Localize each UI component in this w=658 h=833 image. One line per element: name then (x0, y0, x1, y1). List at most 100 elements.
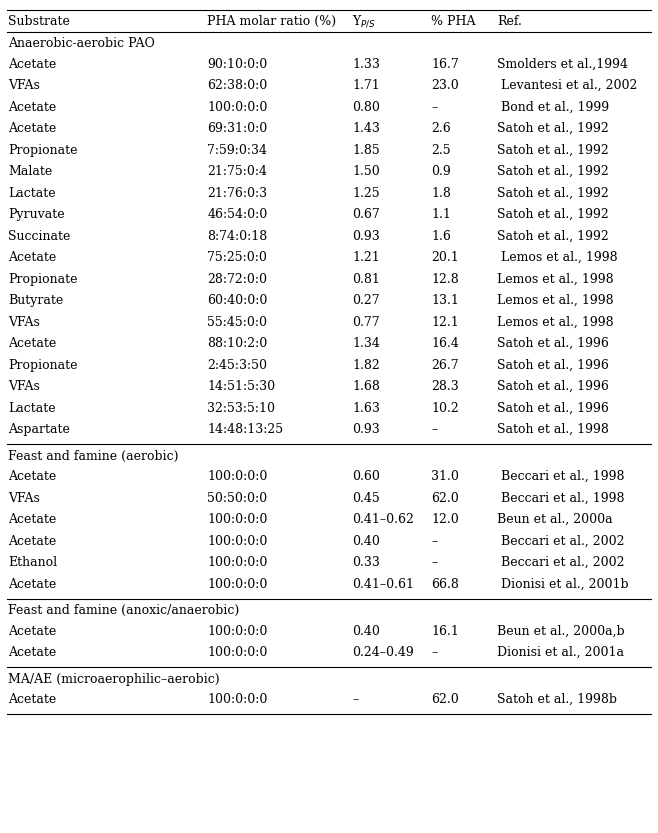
Text: Propionate: Propionate (8, 144, 78, 157)
Text: Acetate: Acetate (8, 122, 56, 135)
Text: 0.45: 0.45 (352, 491, 380, 505)
Text: Satoh et al., 1992: Satoh et al., 1992 (497, 165, 609, 178)
Text: 2.6: 2.6 (431, 122, 451, 135)
Text: –: – (431, 101, 437, 114)
Text: Ref.: Ref. (497, 14, 522, 27)
Text: 100:0:0:0: 100:0:0:0 (207, 513, 268, 526)
Text: Aspartate: Aspartate (8, 423, 70, 436)
Text: 55:45:0:0: 55:45:0:0 (207, 316, 267, 329)
Text: 0.60: 0.60 (352, 471, 380, 483)
Text: Lemos et al., 1998: Lemos et al., 1998 (497, 252, 617, 264)
Text: 0.40: 0.40 (352, 625, 380, 638)
Text: VFAs: VFAs (8, 316, 39, 329)
Text: Acetate: Acetate (8, 625, 56, 638)
Text: 0.27: 0.27 (352, 294, 380, 307)
Text: 0.24–0.49: 0.24–0.49 (352, 646, 414, 659)
Text: Dionisi et al., 2001b: Dionisi et al., 2001b (497, 578, 628, 591)
Text: 0.81: 0.81 (352, 272, 380, 286)
Text: Beccari et al., 1998: Beccari et al., 1998 (497, 491, 624, 505)
Text: 2.5: 2.5 (431, 144, 451, 157)
Text: 100:0:0:0: 100:0:0:0 (207, 471, 268, 483)
Text: 16.1: 16.1 (431, 625, 459, 638)
Text: PHA molar ratio (%): PHA molar ratio (%) (207, 14, 336, 27)
Text: 100:0:0:0: 100:0:0:0 (207, 646, 268, 659)
Text: 14:48:13:25: 14:48:13:25 (207, 423, 284, 436)
Text: Lactate: Lactate (8, 187, 55, 200)
Text: 0.41–0.62: 0.41–0.62 (352, 513, 414, 526)
Text: 32:53:5:10: 32:53:5:10 (207, 402, 275, 415)
Text: 62:38:0:0: 62:38:0:0 (207, 79, 268, 92)
Text: 14:51:5:30: 14:51:5:30 (207, 380, 276, 393)
Text: 69:31:0:0: 69:31:0:0 (207, 122, 268, 135)
Text: 1.6: 1.6 (431, 230, 451, 242)
Text: VFAs: VFAs (8, 79, 39, 92)
Text: 75:25:0:0: 75:25:0:0 (207, 252, 267, 264)
Text: Acetate: Acetate (8, 578, 56, 591)
Text: 12.1: 12.1 (431, 316, 459, 329)
Text: 62.0: 62.0 (431, 491, 459, 505)
Text: 1.82: 1.82 (352, 359, 380, 372)
Text: 88:10:2:0: 88:10:2:0 (207, 337, 268, 350)
Text: Malate: Malate (8, 165, 52, 178)
Text: Anaerobic-aerobic PAO: Anaerobic-aerobic PAO (8, 37, 155, 50)
Text: 100:0:0:0: 100:0:0:0 (207, 556, 268, 569)
Text: MA/AE (microaerophilic–aerobic): MA/AE (microaerophilic–aerobic) (8, 673, 220, 686)
Text: 20.1: 20.1 (431, 252, 459, 264)
Text: Feast and famine (aerobic): Feast and famine (aerobic) (8, 450, 178, 463)
Text: Lemos et al., 1998: Lemos et al., 1998 (497, 272, 613, 286)
Text: 100:0:0:0: 100:0:0:0 (207, 101, 268, 114)
Text: Satoh et al., 1996: Satoh et al., 1996 (497, 337, 609, 350)
Text: Satoh et al., 1992: Satoh et al., 1992 (497, 122, 609, 135)
Text: Bond et al., 1999: Bond et al., 1999 (497, 101, 609, 114)
Text: Satoh et al., 1992: Satoh et al., 1992 (497, 187, 609, 200)
Text: 1.34: 1.34 (352, 337, 380, 350)
Text: 23.0: 23.0 (431, 79, 459, 92)
Text: Satoh et al., 1996: Satoh et al., 1996 (497, 402, 609, 415)
Text: 46:54:0:0: 46:54:0:0 (207, 208, 268, 222)
Text: Lemos et al., 1998: Lemos et al., 1998 (497, 316, 613, 329)
Text: Propionate: Propionate (8, 359, 78, 372)
Text: 13.1: 13.1 (431, 294, 459, 307)
Text: 21:75:0:4: 21:75:0:4 (207, 165, 267, 178)
Text: –: – (431, 535, 437, 548)
Text: 60:40:0:0: 60:40:0:0 (207, 294, 268, 307)
Text: Satoh et al., 1992: Satoh et al., 1992 (497, 230, 609, 242)
Text: 66.8: 66.8 (431, 578, 459, 591)
Text: Lemos et al., 1998: Lemos et al., 1998 (497, 294, 613, 307)
Text: Acetate: Acetate (8, 535, 56, 548)
Text: Pyruvate: Pyruvate (8, 208, 64, 222)
Text: Satoh et al., 1996: Satoh et al., 1996 (497, 359, 609, 372)
Text: Succinate: Succinate (8, 230, 70, 242)
Text: Acetate: Acetate (8, 337, 56, 350)
Text: 0.40: 0.40 (352, 535, 380, 548)
Text: Acetate: Acetate (8, 471, 56, 483)
Text: 1.33: 1.33 (352, 57, 380, 71)
Text: Acetate: Acetate (8, 252, 56, 264)
Text: Y$_{P/S}$: Y$_{P/S}$ (352, 13, 376, 29)
Text: Propionate: Propionate (8, 272, 78, 286)
Text: 0.9: 0.9 (431, 165, 451, 178)
Text: Butyrate: Butyrate (8, 294, 63, 307)
Text: Satoh et al., 1996: Satoh et al., 1996 (497, 380, 609, 393)
Text: 0.67: 0.67 (352, 208, 380, 222)
Text: 1.85: 1.85 (352, 144, 380, 157)
Text: Ethanol: Ethanol (8, 556, 57, 569)
Text: 1.71: 1.71 (352, 79, 380, 92)
Text: VFAs: VFAs (8, 491, 39, 505)
Text: 0.77: 0.77 (352, 316, 380, 329)
Text: 0.41–0.61: 0.41–0.61 (352, 578, 414, 591)
Text: 16.4: 16.4 (431, 337, 459, 350)
Text: 100:0:0:0: 100:0:0:0 (207, 535, 268, 548)
Text: 0.80: 0.80 (352, 101, 380, 114)
Text: Feast and famine (anoxic/anaerobic): Feast and famine (anoxic/anaerobic) (8, 604, 239, 617)
Text: Beccari et al., 2002: Beccari et al., 2002 (497, 556, 624, 569)
Text: Levantesi et al., 2002: Levantesi et al., 2002 (497, 79, 637, 92)
Text: Acetate: Acetate (8, 57, 56, 71)
Text: 1.50: 1.50 (352, 165, 380, 178)
Text: 8:74:0:18: 8:74:0:18 (207, 230, 268, 242)
Text: 100:0:0:0: 100:0:0:0 (207, 625, 268, 638)
Text: Lactate: Lactate (8, 402, 55, 415)
Text: 1.1: 1.1 (431, 208, 451, 222)
Text: 12.0: 12.0 (431, 513, 459, 526)
Text: Acetate: Acetate (8, 513, 56, 526)
